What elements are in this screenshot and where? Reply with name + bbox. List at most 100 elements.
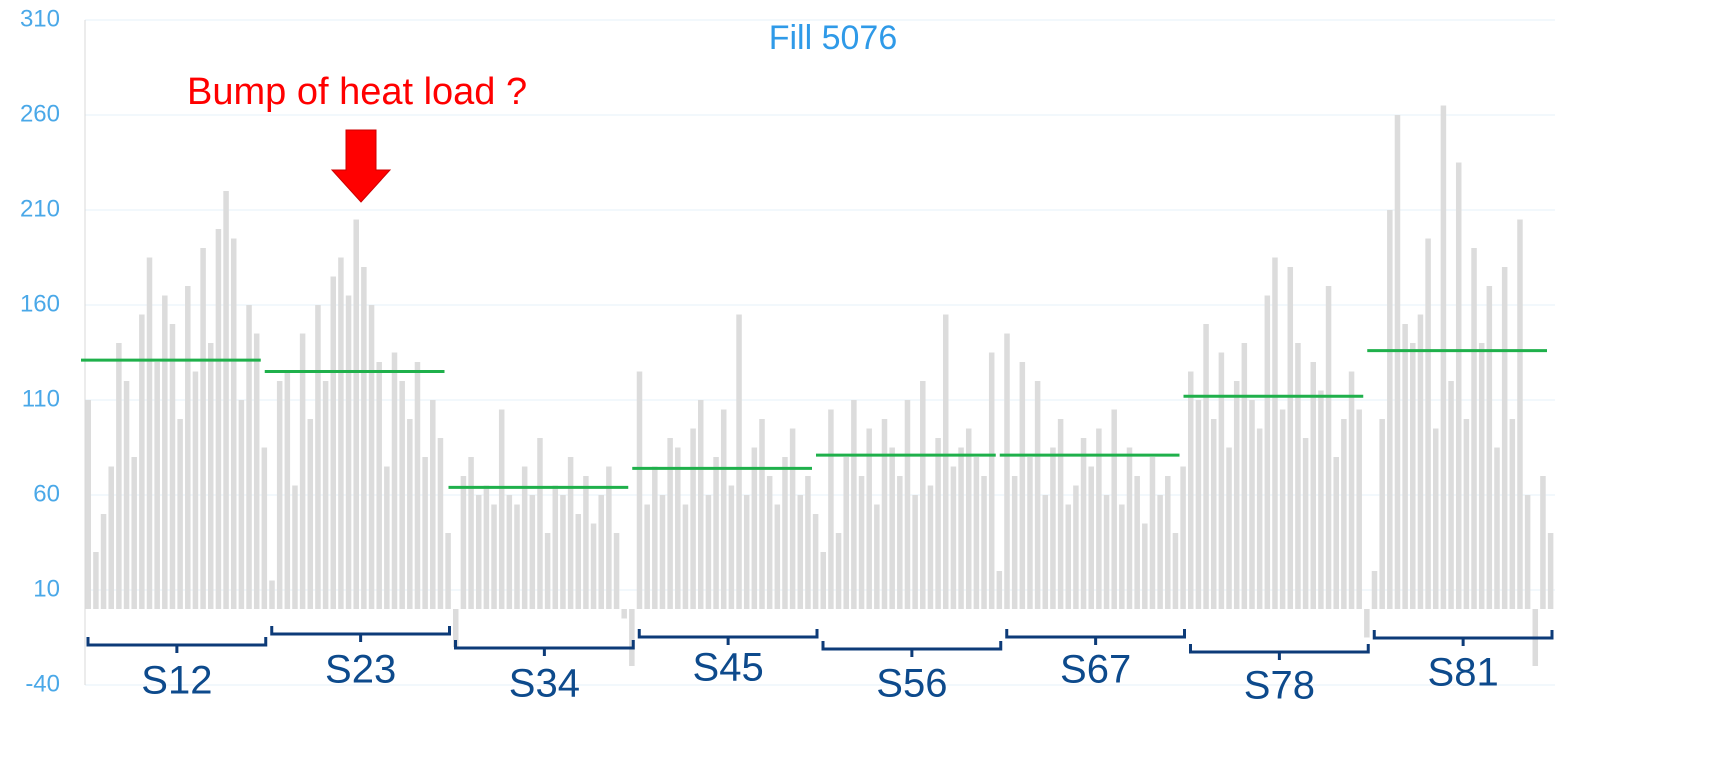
bar xyxy=(238,400,245,609)
bar xyxy=(996,571,1003,609)
bar xyxy=(108,466,114,609)
sector-label: S34 xyxy=(509,662,580,706)
bar xyxy=(1501,267,1508,609)
bar xyxy=(475,495,482,609)
bar xyxy=(598,495,604,609)
bar xyxy=(1272,257,1278,609)
sector-bracket xyxy=(1372,630,1554,646)
bar xyxy=(468,457,474,609)
bar xyxy=(1448,381,1454,609)
bar xyxy=(1057,419,1064,609)
bar xyxy=(437,438,444,609)
bar xyxy=(751,447,758,609)
bar xyxy=(812,514,819,609)
y-tick-label: 10 xyxy=(33,575,60,602)
bar xyxy=(1019,362,1026,609)
bar xyxy=(100,514,107,609)
bar xyxy=(1524,495,1531,609)
bar xyxy=(897,476,903,609)
bar xyxy=(759,419,765,609)
bar xyxy=(414,362,421,609)
bar xyxy=(583,476,589,609)
bar xyxy=(116,343,122,609)
bar xyxy=(498,409,505,609)
bar xyxy=(690,428,696,609)
bar xyxy=(904,400,911,609)
bar xyxy=(1157,495,1163,609)
bar xyxy=(85,400,92,609)
bar xyxy=(529,495,536,609)
bar xyxy=(368,305,375,609)
bar xyxy=(1203,324,1209,609)
bar xyxy=(1218,352,1225,609)
bar xyxy=(1103,495,1110,609)
bar xyxy=(820,552,827,609)
bar xyxy=(1119,504,1125,609)
bar xyxy=(1134,476,1140,609)
bar xyxy=(544,533,551,609)
bar xyxy=(1080,438,1087,609)
y-tick-label: 160 xyxy=(20,290,60,317)
bar xyxy=(636,371,643,609)
bar xyxy=(1256,428,1263,609)
bar xyxy=(299,333,306,609)
bar xyxy=(162,295,168,609)
bar xyxy=(766,476,773,609)
bar xyxy=(330,276,337,609)
sector-bracket xyxy=(454,640,635,656)
sector-label: S56 xyxy=(876,662,947,706)
bar xyxy=(1364,609,1370,638)
bar xyxy=(958,447,964,609)
bar xyxy=(422,457,428,609)
bar xyxy=(1341,419,1347,609)
bar xyxy=(1042,495,1049,609)
bar xyxy=(131,457,137,609)
bar xyxy=(146,257,153,609)
bar xyxy=(652,466,658,609)
bar xyxy=(1394,115,1401,609)
y-tick-label: -40 xyxy=(25,670,60,697)
bar xyxy=(828,409,834,609)
bar xyxy=(1517,219,1523,609)
sector-label: S23 xyxy=(325,648,396,692)
bar xyxy=(1486,286,1493,609)
bar xyxy=(1440,105,1447,609)
bar xyxy=(1287,267,1294,609)
bar xyxy=(345,295,352,609)
bar xyxy=(613,533,620,609)
bar xyxy=(460,476,467,609)
bar xyxy=(261,447,268,609)
bar xyxy=(200,248,206,609)
bar xyxy=(1371,571,1378,609)
bar xyxy=(453,609,459,647)
bar xyxy=(743,495,750,609)
bar xyxy=(1142,523,1148,609)
bar xyxy=(552,485,559,609)
bar xyxy=(567,457,574,609)
bar xyxy=(139,314,145,609)
bar xyxy=(1111,409,1117,609)
sector-bracket xyxy=(821,641,1003,657)
bar xyxy=(1027,457,1033,609)
bar xyxy=(927,485,934,609)
bar xyxy=(1410,343,1416,609)
bar xyxy=(1471,248,1477,609)
bar xyxy=(782,457,788,609)
bar xyxy=(1310,362,1317,609)
y-tick-label: 210 xyxy=(20,195,60,222)
bar xyxy=(889,447,895,609)
bar xyxy=(1433,428,1439,609)
bar xyxy=(1065,504,1072,609)
bar xyxy=(629,609,635,666)
bar xyxy=(246,305,252,609)
y-tick-label: 260 xyxy=(20,100,60,127)
bar xyxy=(835,533,842,609)
bar xyxy=(705,495,712,609)
sector-bracket xyxy=(637,629,819,645)
bar xyxy=(1126,447,1133,609)
bar xyxy=(851,400,857,609)
bar xyxy=(506,495,513,609)
bar xyxy=(659,495,666,609)
bar xyxy=(315,305,321,609)
bar xyxy=(912,495,918,609)
